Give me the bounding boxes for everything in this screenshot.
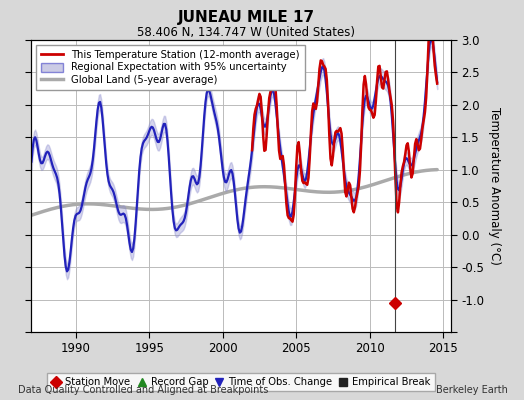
Text: Data Quality Controlled and Aligned at Breakpoints: Data Quality Controlled and Aligned at B…: [18, 385, 269, 395]
Text: JUNEAU MILE 17: JUNEAU MILE 17: [178, 10, 315, 25]
Y-axis label: Temperature Anomaly (°C): Temperature Anomaly (°C): [488, 107, 501, 265]
Text: 58.406 N, 134.747 W (United States): 58.406 N, 134.747 W (United States): [137, 26, 355, 39]
Text: Berkeley Earth: Berkeley Earth: [436, 385, 508, 395]
Legend: Station Move, Record Gap, Time of Obs. Change, Empirical Break: Station Move, Record Gap, Time of Obs. C…: [47, 373, 435, 391]
